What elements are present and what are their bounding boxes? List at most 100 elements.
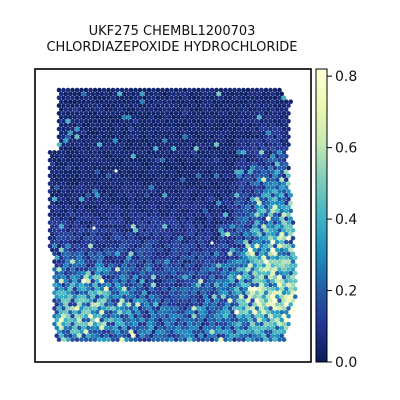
spot	[169, 173, 174, 179]
spot	[97, 259, 102, 264]
spot	[63, 115, 69, 120]
spot	[234, 286, 240, 292]
spot	[144, 263, 150, 268]
spot	[247, 224, 253, 229]
spot	[70, 126, 75, 132]
spot	[202, 232, 208, 237]
spot	[85, 333, 91, 339]
spot	[182, 290, 188, 296]
spot	[232, 259, 237, 264]
spot	[92, 142, 98, 147]
spot	[254, 313, 260, 319]
spot	[229, 294, 235, 300]
spot	[178, 87, 183, 93]
spot	[178, 243, 183, 249]
spot	[247, 138, 253, 143]
spot	[227, 228, 233, 233]
spot	[205, 173, 210, 179]
spot	[189, 325, 195, 331]
spot	[207, 208, 213, 214]
spot	[225, 286, 231, 292]
spot	[65, 118, 71, 124]
spot	[94, 310, 100, 315]
spot	[103, 232, 109, 237]
spot	[65, 243, 71, 249]
spot	[272, 274, 278, 280]
spot	[270, 224, 276, 229]
spot	[263, 243, 269, 249]
spot	[218, 189, 224, 194]
spot	[207, 115, 213, 120]
spot	[225, 130, 231, 136]
spot	[209, 189, 215, 194]
spot	[155, 126, 161, 132]
spot	[119, 103, 125, 108]
spot	[72, 107, 78, 112]
spot	[252, 232, 258, 237]
spot	[85, 177, 91, 182]
spot	[187, 142, 192, 147]
spot	[259, 134, 264, 140]
spot	[63, 247, 69, 253]
spot	[202, 138, 208, 143]
spot	[173, 321, 179, 327]
spot	[279, 325, 285, 331]
spot	[146, 313, 152, 319]
spot	[198, 317, 204, 323]
spot	[99, 146, 105, 151]
spot	[144, 294, 150, 300]
spot	[261, 200, 267, 206]
spot	[218, 165, 224, 171]
spot	[196, 142, 201, 147]
spot	[160, 313, 165, 319]
spot	[241, 212, 246, 218]
spot	[263, 142, 269, 147]
spot	[61, 298, 66, 303]
spot	[229, 255, 235, 260]
spot	[277, 103, 282, 108]
spot	[187, 337, 192, 342]
spot	[272, 251, 278, 257]
spot	[56, 103, 62, 108]
spot	[106, 87, 111, 93]
spot	[97, 181, 102, 186]
spot	[92, 321, 98, 327]
spot	[180, 216, 186, 221]
spot	[182, 189, 188, 194]
spot	[126, 325, 132, 331]
spot	[207, 169, 213, 175]
spot	[218, 337, 224, 342]
spot	[243, 255, 249, 260]
spot	[259, 204, 264, 210]
spot	[207, 317, 213, 323]
spot	[155, 142, 161, 147]
spot	[189, 247, 195, 253]
spot	[209, 228, 215, 233]
spot	[162, 200, 168, 206]
spot	[241, 142, 246, 147]
spot	[85, 122, 91, 128]
spot	[76, 169, 82, 175]
spot	[286, 235, 291, 241]
spot	[79, 95, 84, 101]
spot	[189, 224, 195, 229]
spot	[128, 243, 134, 249]
spot	[270, 177, 276, 182]
spot	[290, 259, 296, 264]
spot	[241, 251, 246, 257]
spot	[164, 189, 170, 194]
spot	[101, 212, 107, 218]
spot	[139, 91, 145, 97]
spot	[128, 306, 134, 311]
spot	[196, 87, 201, 93]
spot	[139, 325, 145, 331]
spot	[207, 99, 213, 104]
spot	[214, 306, 219, 311]
spot	[238, 247, 244, 253]
spot	[171, 271, 177, 276]
spot	[236, 103, 242, 108]
spot	[200, 267, 206, 272]
spot	[126, 193, 132, 198]
spot	[184, 146, 190, 151]
spot	[236, 134, 242, 140]
